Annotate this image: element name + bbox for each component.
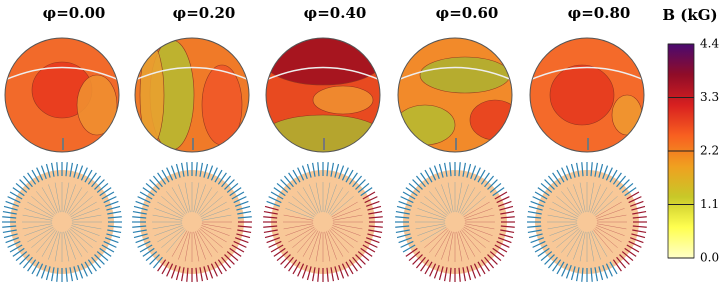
field-vectors <box>395 162 515 282</box>
magnetic-map <box>135 38 249 152</box>
field-vectors <box>527 162 647 282</box>
phase-title: φ=0.80 <box>568 4 631 22</box>
tick-label: 0.0 <box>700 251 719 265</box>
magnetic-map <box>266 38 380 152</box>
field-vectors <box>2 162 122 282</box>
phase-title: φ=0.40 <box>304 4 367 22</box>
tick-label: 1.1 <box>700 197 719 211</box>
sphere-outline <box>134 37 250 153</box>
field-vectors <box>263 162 383 282</box>
magnetic-map <box>5 38 119 152</box>
phase-title: φ=0.20 <box>173 4 236 22</box>
sphere-outline <box>529 37 645 153</box>
magnetic-map <box>530 38 644 152</box>
sphere-outline <box>397 37 513 153</box>
colorbar-label: B (kG) <box>662 6 717 24</box>
sphere-outline <box>265 37 381 153</box>
tick-label: 4.4 <box>700 37 719 51</box>
field-vectors <box>132 162 252 282</box>
tick-label: 2.2 <box>700 144 719 158</box>
phase-title: φ=0.60 <box>436 4 499 22</box>
tick-label: 3.3 <box>700 90 719 104</box>
phase-title: φ=0.00 <box>43 4 106 22</box>
sphere-outline <box>4 37 120 153</box>
